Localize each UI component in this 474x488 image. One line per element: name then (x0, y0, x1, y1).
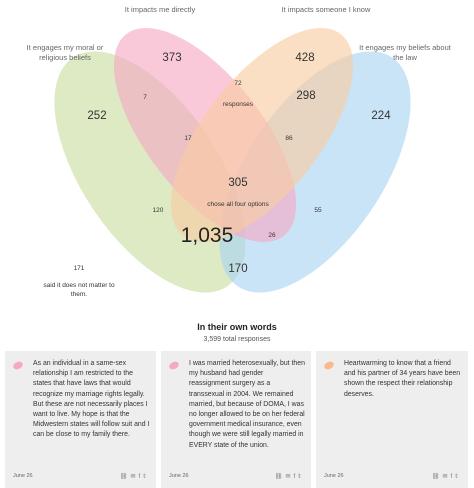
quote-date: June 26 (324, 473, 344, 479)
link-icon[interactable]: ⛓ (274, 474, 286, 480)
quote-card-1: As an individual in a same-sex relations… (5, 351, 156, 488)
region-direct-only: 373 (162, 52, 181, 64)
quote-text: I was married heterosexually, but then m… (189, 360, 305, 449)
share-icons: ⛓✉f𝕥 (120, 473, 149, 480)
quote-icon (322, 360, 336, 371)
label-someone: It impacts someone I know (282, 5, 371, 14)
venn-diagram: It impacts me directly It impacts someon… (27, 5, 452, 298)
email-icon[interactable]: ✉ (285, 474, 294, 480)
region-direct-someone-law: 86 (285, 135, 293, 142)
email-icon[interactable]: ✉ (130, 474, 139, 480)
facebook-icon[interactable]: f (293, 474, 299, 480)
quote-text: As an individual in a same-sex relations… (33, 360, 150, 439)
share-icons: ⛓✉f𝕥 (432, 473, 461, 480)
label-moral-line1: It engages my moral or (27, 43, 104, 52)
quote-icon (11, 360, 25, 371)
section-title: In their own words (197, 322, 277, 332)
section-subtitle: 3,599 total responses (203, 336, 271, 343)
region-law-only: 224 (371, 110, 391, 122)
region-moral-someone: 120 (153, 207, 164, 214)
twitter-icon[interactable]: 𝕥 (298, 474, 304, 480)
quote-card-3: Heartwarming to know that a friend and h… (316, 351, 468, 488)
outside-note-line2: them. (71, 291, 87, 298)
region-moral-direct-someone: 17 (184, 135, 192, 142)
region-direct-someone-sub: responses (223, 101, 254, 108)
quote-date: June 26 (13, 473, 33, 479)
quote-icon (167, 360, 181, 371)
link-icon[interactable]: ⛓ (431, 474, 443, 480)
email-icon[interactable]: ✉ (442, 474, 451, 480)
region-all-four-note: chose all four options (207, 201, 269, 208)
region-all-four: 305 (228, 177, 247, 189)
facebook-icon[interactable]: f (138, 474, 144, 480)
quote-text: Heartwarming to know that a friend and h… (344, 360, 461, 398)
outside-note-line1: said it does not matter to (43, 282, 115, 289)
quote-date: June 26 (169, 473, 189, 479)
venn-sets (54, 28, 411, 293)
region-moral-direct-law: 26 (268, 232, 276, 239)
quote-card-2: I was married heterosexually, but then m… (161, 351, 311, 488)
facebook-icon[interactable]: f (450, 474, 456, 480)
region-moral-someone-law: 1,035 (181, 224, 234, 247)
region-moral-only: 252 (87, 110, 106, 122)
twitter-icon[interactable]: 𝕥 (143, 474, 149, 480)
label-moral-line2: religious beliefs (39, 53, 91, 62)
set-someone (170, 28, 354, 242)
region-someone-only: 428 (295, 52, 314, 64)
region-direct-someone: 72 (234, 80, 242, 87)
twitter-icon[interactable]: 𝕥 (455, 474, 461, 480)
link-icon[interactable]: ⛓ (119, 474, 131, 480)
region-someone-law: 298 (296, 90, 315, 102)
outside-count: 171 (74, 265, 85, 272)
label-law-line2: the law (393, 53, 417, 62)
region-moral-law: 170 (228, 263, 247, 275)
label-direct: It impacts me directly (125, 5, 196, 14)
region-direct-law: 55 (314, 207, 322, 214)
label-law-line1: It engages my beliefs about (359, 43, 452, 52)
share-icons: ⛓✉f𝕥 (275, 473, 304, 480)
region-moral-direct: 7 (143, 94, 147, 101)
